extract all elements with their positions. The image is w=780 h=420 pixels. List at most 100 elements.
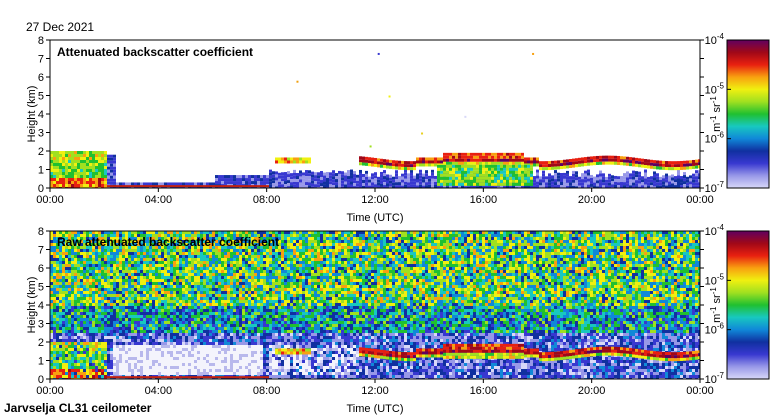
noise-cell [182, 261, 185, 264]
haze-cell [218, 175, 221, 179]
surface-line [149, 376, 152, 379]
x-tick-label: 00:00 [686, 194, 714, 206]
noise-cell [164, 333, 167, 336]
noise-cell [104, 312, 107, 315]
noise-cell [191, 327, 194, 330]
noise-cell [179, 294, 182, 297]
noise-cell [167, 240, 170, 243]
bl-cell [77, 151, 80, 154]
precip-cell [530, 176, 533, 180]
precip-cell [449, 179, 452, 183]
haze-cell [566, 170, 569, 174]
noise-cell [134, 351, 137, 354]
noise-cell [116, 351, 119, 354]
bl-cell [83, 166, 86, 169]
haze-cell [269, 184, 272, 188]
haze-cell [260, 178, 263, 182]
bl-cell [104, 157, 107, 160]
haze-cell [581, 182, 584, 186]
haze-cell [620, 185, 623, 188]
precip-cell [488, 179, 491, 183]
haze-cell [602, 179, 605, 183]
haze-cell [425, 185, 428, 188]
haze-cell [581, 173, 584, 177]
noise-cell [128, 231, 131, 234]
noise-cell [83, 330, 86, 333]
cloud-cell [482, 161, 485, 165]
noise-cell [152, 291, 155, 294]
haze-cell [425, 170, 428, 174]
haze-cell [584, 176, 587, 180]
noise-cell [134, 276, 137, 279]
precip-cell [488, 167, 491, 171]
bl-cell [53, 172, 56, 175]
noise-cell [125, 303, 128, 306]
noise-cell [74, 297, 77, 300]
precip-cell [530, 179, 533, 183]
noise-cell [116, 357, 119, 360]
cloud-cell [446, 155, 449, 159]
noise-cell [53, 327, 56, 330]
haze-cell [341, 174, 344, 178]
noise-cell [65, 336, 68, 339]
noise-cell [158, 285, 161, 288]
haze-cell [692, 173, 695, 177]
surface-line [167, 376, 170, 379]
noise-cell [137, 240, 140, 243]
haze-cell [683, 178, 686, 182]
noise-cell [179, 339, 182, 342]
noise-cell [194, 285, 197, 288]
noise-cell [134, 234, 137, 237]
bl-cell [83, 175, 86, 178]
haze-cell [224, 181, 227, 185]
bl-cell [95, 160, 98, 163]
haze-cell [314, 181, 317, 185]
cloud-cell [506, 152, 509, 156]
cloud-cell [569, 162, 572, 166]
noise-cell [161, 300, 164, 303]
precip-cell [449, 170, 452, 174]
noise-cell [158, 297, 161, 300]
cloud-cell [683, 166, 686, 170]
noise-cell [95, 318, 98, 321]
y-tick-label: 4 [38, 109, 44, 121]
haze-cell [278, 184, 281, 188]
noise-cell [59, 282, 62, 285]
bl-cell [104, 357, 107, 360]
noise-cell [95, 324, 98, 327]
haze-cell [290, 182, 293, 186]
noise-cell [188, 285, 191, 288]
cloud-cell [593, 162, 596, 166]
cloud-cell [455, 155, 458, 159]
noise-cell [191, 339, 194, 342]
noise-cell [194, 342, 197, 345]
noise-cell [119, 336, 122, 339]
haze-cell [257, 181, 260, 185]
cloud-cell [485, 158, 488, 162]
noise-cell [164, 291, 167, 294]
noise-cell [53, 279, 56, 282]
noise-cell [158, 255, 161, 258]
noise-cell [194, 246, 197, 249]
noise-cell [143, 276, 146, 279]
noise-cell [86, 291, 89, 294]
noise-cell [149, 357, 152, 360]
noise-cell [185, 270, 188, 273]
precip-cell [506, 179, 509, 183]
cloud-cell [698, 165, 700, 169]
bl-cell [101, 169, 104, 172]
noise-cell [71, 300, 74, 303]
cloud-cell [440, 160, 443, 164]
cloud-cell [680, 166, 683, 170]
noise-cell [101, 285, 104, 288]
noise-cell [116, 360, 119, 363]
noise-cell [173, 333, 176, 336]
haze-cell [326, 171, 329, 175]
noise-cell [131, 369, 134, 372]
noise-cell [164, 258, 167, 261]
noise-cell [164, 240, 167, 243]
noise-cell [83, 237, 86, 240]
noise-cell [173, 243, 176, 246]
haze-cell [554, 173, 557, 177]
haze-cell [263, 181, 266, 185]
